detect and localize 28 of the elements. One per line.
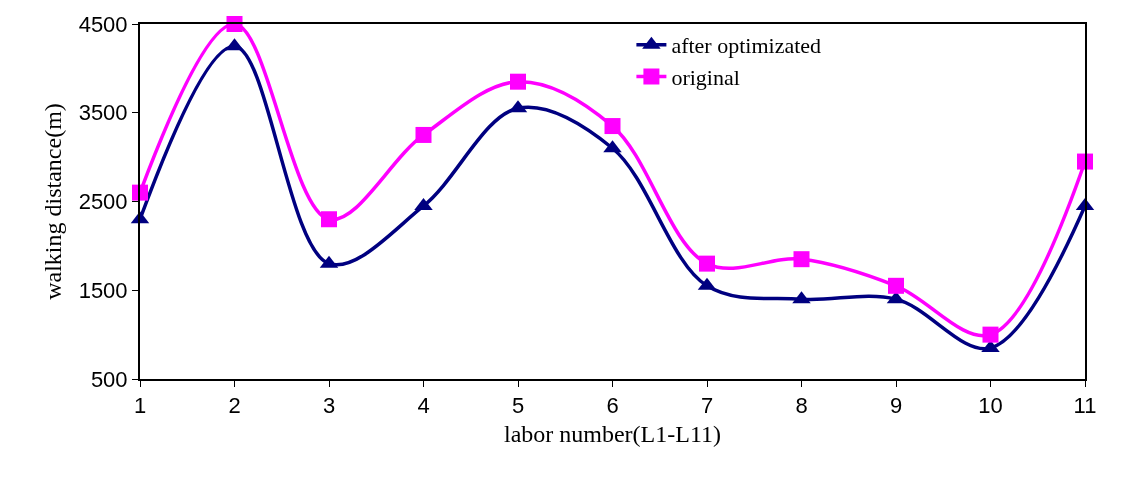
point bbox=[321, 211, 337, 228]
x-tick-label: 8 bbox=[795, 393, 808, 419]
point bbox=[793, 251, 810, 268]
x-tick-label: 5 bbox=[511, 393, 525, 419]
x-tick-label: 3 bbox=[322, 393, 336, 419]
y-tick-label: 500 bbox=[90, 366, 128, 392]
legend-label: after optimizated bbox=[671, 33, 822, 59]
x-tick-label: 7 bbox=[700, 393, 714, 419]
point bbox=[982, 326, 999, 343]
x-tick-label: 6 bbox=[606, 393, 619, 419]
x-tick-label: 4 bbox=[417, 393, 430, 419]
point bbox=[415, 126, 432, 143]
y-tick-label: 3500 bbox=[78, 100, 128, 126]
x-tick-label: 9 bbox=[889, 393, 903, 419]
x-tick-label: 1 bbox=[133, 393, 147, 419]
point bbox=[888, 277, 904, 294]
y-axis-title: walking distance(m) bbox=[40, 103, 67, 300]
x-axis-title: labor number(L1-L11) bbox=[503, 421, 722, 448]
point bbox=[699, 255, 715, 272]
y-tick-label: 1500 bbox=[78, 277, 128, 303]
y-tick-label: 4500 bbox=[78, 11, 128, 37]
x-tick-label: 2 bbox=[228, 393, 241, 419]
y-tick-label: 2500 bbox=[78, 189, 128, 215]
x-tick-label: 10 bbox=[978, 393, 1003, 419]
point bbox=[510, 73, 526, 90]
x-tick-label: 11 bbox=[1073, 393, 1097, 419]
legend-label: original bbox=[671, 64, 740, 90]
point bbox=[604, 118, 621, 135]
